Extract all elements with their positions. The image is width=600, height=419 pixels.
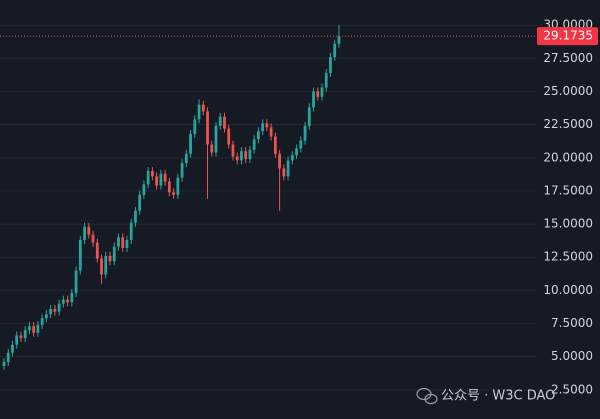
candle-body (180, 163, 184, 178)
y-tick-label: 15.0000 (543, 217, 593, 231)
candle-body (83, 226, 86, 240)
candle-body (40, 318, 44, 325)
candle-body (333, 43, 337, 58)
y-tick-label: 2.5000 (551, 382, 593, 396)
candle-body (49, 308, 53, 315)
candle-body (176, 177, 180, 195)
candle-body (61, 299, 65, 304)
last-price-tag (537, 27, 598, 46)
candle-body (218, 116, 222, 126)
candle-body (193, 119, 197, 134)
candle-body (189, 133, 192, 154)
candle-body (66, 299, 69, 303)
candle-body (28, 326, 31, 331)
candle-body (112, 246, 116, 262)
candle-body (108, 255, 112, 262)
candle-body (261, 123, 265, 132)
candle-body (117, 237, 120, 247)
candle-body (286, 160, 290, 177)
last-price-label: 29.1735 (543, 29, 593, 43)
candle-body (163, 173, 167, 182)
candle-body (134, 210, 137, 223)
candle-body (70, 293, 74, 303)
candle-body (320, 87, 324, 97)
candle-body (91, 234, 95, 243)
y-tick-label: 7.5000 (551, 316, 593, 330)
candle-body (23, 330, 27, 339)
candle-body (95, 242, 99, 259)
candle-body (282, 168, 286, 177)
candle-body (299, 140, 303, 149)
candle-body (100, 258, 103, 275)
candle-body (257, 131, 260, 140)
candle-body (15, 335, 19, 345)
watermark-icon (416, 387, 438, 405)
candle-body (138, 194, 142, 211)
candle-body (210, 144, 214, 153)
candle-body (231, 144, 235, 157)
candle-body (329, 57, 332, 73)
candle-body (104, 255, 108, 275)
y-tick-label: 5.0000 (551, 349, 593, 363)
candle-body (252, 139, 256, 150)
y-tick-label: 17.5000 (543, 183, 593, 197)
candle-body (45, 314, 48, 319)
candle-body (11, 344, 14, 353)
y-tick-label: 27.5000 (543, 51, 593, 65)
candle-body (235, 156, 239, 161)
y-tick-label: 12.5000 (543, 250, 593, 264)
candle-body (121, 237, 125, 248)
candle-body (303, 125, 307, 141)
candle-body (167, 181, 171, 193)
candle-body (269, 127, 273, 137)
candle-body (125, 239, 129, 248)
candle-body (197, 104, 201, 120)
watermark: 公众号 · W3C DAO (441, 389, 555, 404)
candle-body (184, 153, 188, 164)
candle-body (2, 361, 6, 366)
candle-body (53, 308, 57, 312)
candle-body (87, 226, 91, 235)
y-tick-label: 20.0000 (543, 150, 593, 164)
candle-body (227, 128, 231, 145)
y-tick-label: 22.5000 (543, 117, 593, 131)
candle-body (240, 151, 243, 161)
candle-body (316, 91, 320, 97)
candle-body (278, 153, 281, 169)
y-tick-label: 10.0000 (543, 283, 593, 297)
candle-body (159, 173, 163, 186)
candle-body (206, 111, 209, 145)
candle-body (273, 136, 277, 154)
candle-body (307, 107, 311, 126)
candle-body (155, 176, 159, 186)
candle-body (265, 123, 269, 128)
candle-body (324, 72, 328, 88)
candle-body (290, 155, 294, 161)
candle-body (74, 270, 78, 294)
candle-body (244, 151, 248, 160)
candle-body (337, 36, 341, 44)
candle-body (6, 352, 10, 362)
candle-body (78, 239, 82, 271)
candle-body (142, 184, 146, 195)
candle-body (201, 104, 205, 112)
candle-body (36, 324, 40, 333)
y-tick-label: 25.0000 (543, 84, 593, 98)
candle-body (32, 326, 36, 333)
candle-body (57, 303, 61, 312)
candle-body (19, 335, 23, 339)
candle-body (172, 192, 175, 195)
candle-body (295, 148, 298, 156)
candle-body (214, 125, 218, 153)
candle-body (129, 222, 133, 240)
candle-body (223, 116, 226, 129)
candle-body (248, 149, 252, 160)
candle-body (151, 171, 154, 177)
candle-body (312, 91, 315, 108)
candle-body (146, 171, 150, 185)
